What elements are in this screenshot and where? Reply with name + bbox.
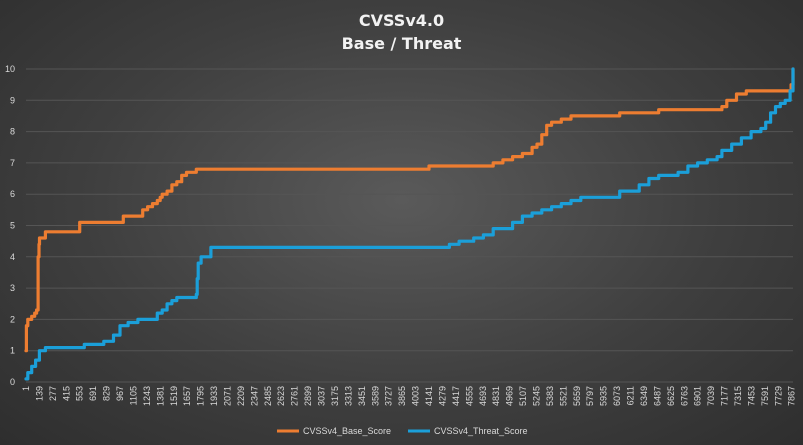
x-tick-label: 4969	[505, 386, 515, 406]
x-tick-label: 3175	[330, 386, 340, 406]
x-tick-label: 2899	[303, 386, 313, 406]
x-tick-label: 4693	[478, 386, 488, 406]
x-tick-label: 7591	[760, 386, 770, 406]
x-tick-label: 4555	[464, 386, 474, 406]
x-tick-label: 2209	[236, 386, 246, 406]
x-tick-label: 5521	[558, 386, 568, 406]
x-tick-label: 5383	[545, 386, 555, 406]
y-tick-label: 5	[10, 221, 15, 231]
x-tick-label: 139	[34, 386, 44, 401]
x-tick-label: 2347	[249, 386, 259, 406]
gridlines	[26, 68, 793, 383]
x-tick-label: 1519	[169, 386, 179, 406]
x-tick-label: 7867	[787, 386, 797, 406]
x-tick-label: 3313	[343, 386, 353, 406]
x-axis-ticks: 1 139 277 415 553 691 829 967 1105 1243 1381 1519 16…	[21, 386, 797, 406]
y-tick-label: 3	[10, 283, 15, 293]
x-tick-label: 1933	[209, 386, 219, 406]
x-tick-label: 6763	[679, 386, 689, 406]
legend-label-0: CVSSv4_Base_Score	[303, 426, 391, 436]
x-tick-label: 2761	[290, 386, 300, 406]
x-tick-label: 4831	[491, 386, 501, 406]
y-tick-label: 9	[10, 95, 15, 105]
x-tick-label: 1243	[142, 386, 152, 406]
x-tick-label: 4279	[437, 386, 447, 406]
chart-title: CVSSv4.0	[359, 11, 444, 30]
x-tick-label: 1	[21, 386, 31, 391]
x-tick-label: 5107	[518, 386, 528, 406]
x-tick-label: 829	[102, 386, 112, 401]
x-tick-label: 5797	[585, 386, 595, 406]
y-tick-label: 2	[10, 314, 15, 324]
x-tick-label: 6487	[652, 386, 662, 406]
y-axis-ticks: 0 1 2 3 4 5 6 7 8 9 10	[5, 64, 15, 387]
x-tick-label: 5245	[531, 386, 541, 406]
x-tick-label: 7453	[746, 386, 756, 406]
x-tick-label: 1795	[196, 386, 206, 406]
x-tick-label: 1381	[155, 386, 165, 406]
x-tick-label: 7729	[773, 386, 783, 406]
x-tick-label: 7039	[706, 386, 716, 406]
y-tick-label: 10	[5, 64, 15, 74]
series-line-0	[24, 67, 795, 353]
y-tick-label: 4	[10, 252, 15, 262]
x-tick-label: 5935	[599, 386, 609, 406]
x-tick-label: 3727	[384, 386, 394, 406]
x-tick-label: 5659	[572, 386, 582, 406]
y-tick-label: 6	[10, 189, 15, 199]
series-lines	[24, 67, 795, 381]
x-tick-label: 7315	[733, 386, 743, 406]
x-tick-label: 4003	[411, 386, 421, 406]
x-tick-label: 3451	[357, 386, 367, 406]
x-tick-label: 967	[115, 386, 125, 401]
x-tick-label: 3589	[370, 386, 380, 406]
y-tick-label: 8	[10, 127, 15, 137]
x-tick-label: 3037	[317, 386, 327, 406]
x-tick-label: 6073	[612, 386, 622, 406]
x-tick-label: 6211	[626, 386, 636, 405]
chart-subtitle: Base / Threat	[342, 34, 462, 53]
x-tick-label: 3865	[397, 386, 407, 406]
x-tick-label: 277	[48, 386, 58, 401]
x-tick-label: 415	[61, 386, 71, 401]
x-tick-label: 4417	[451, 386, 461, 406]
legend-label-1: CVSSv4_Threat_Score	[434, 426, 528, 436]
y-tick-label: 0	[10, 377, 15, 387]
y-tick-label: 1	[10, 346, 15, 356]
x-tick-label: 6625	[666, 386, 676, 406]
x-tick-label: 7177	[720, 386, 730, 406]
x-tick-label: 6349	[639, 386, 649, 406]
x-tick-label: 1105	[128, 386, 138, 405]
x-tick-label: 691	[88, 386, 98, 401]
x-tick-label: 1657	[182, 386, 192, 406]
x-tick-label: 2071	[223, 386, 233, 406]
series-line-1	[24, 67, 795, 381]
x-tick-label: 553	[75, 386, 85, 401]
x-tick-label: 2623	[276, 386, 286, 406]
x-tick-label: 6901	[693, 386, 703, 406]
x-tick-label: 2485	[263, 386, 273, 406]
legend: CVSSv4_Base_Score CVSSv4_Threat_Score	[277, 426, 528, 436]
y-tick-label: 7	[10, 158, 15, 168]
x-tick-label: 4141	[424, 386, 434, 406]
